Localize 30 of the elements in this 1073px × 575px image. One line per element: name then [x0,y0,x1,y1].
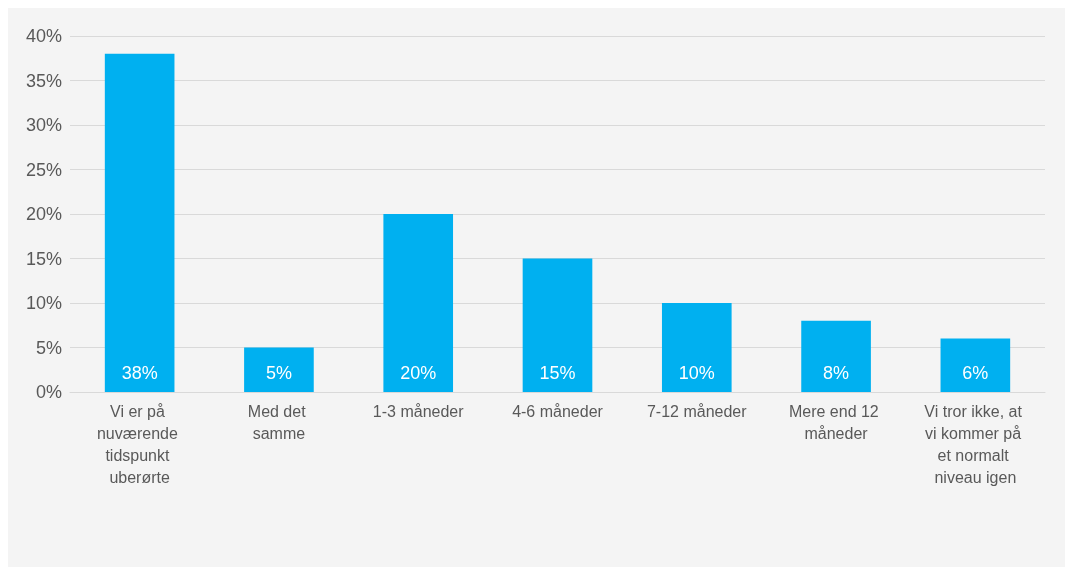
bar [383,214,454,392]
y-tick-label: 35% [25,70,62,91]
bar [801,320,871,392]
y-tick-label: 10% [25,293,62,313]
bar [522,258,593,392]
y-tick-label: 20% [25,204,62,224]
bar [940,338,1011,392]
y-tick-label: 15% [25,248,62,269]
x-tick-label: Mere end 12 måneder [788,402,884,442]
bar [244,347,314,392]
data-label: 6% [962,363,989,383]
x-tick-label: 1-3 måneder [372,402,465,420]
data-label: 5% [265,363,292,383]
x-tick-label: Med det samme [247,402,311,442]
x-tick-label: Vi er på nuværende tidspunkt uberørte [96,402,183,486]
y-tick-label: 25% [25,159,62,180]
bar [104,53,175,392]
data-label: 38% [121,363,158,383]
data-label: 8% [823,363,850,383]
y-tick-label: 0% [35,382,62,402]
data-label: 10% [678,363,715,383]
bar [661,303,732,392]
x-tick-label: Vi tror ikke, at vi kommer på et normalt niveau igen [924,402,1027,486]
data-label: 15% [539,363,576,383]
data-label: 20% [400,363,437,383]
y-tick-label: 5% [35,337,62,358]
y-tick-label: 40% [25,26,62,46]
y-tick-label: 30% [25,115,62,135]
x-tick-label: 4-6 måneder [512,402,604,420]
x-tick-label: 7-12 måneder [646,402,748,420]
